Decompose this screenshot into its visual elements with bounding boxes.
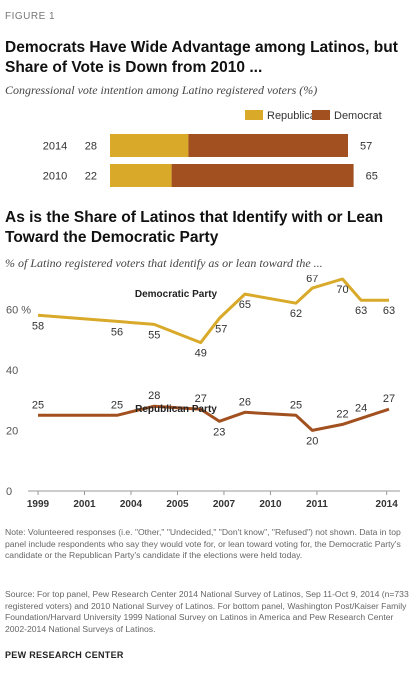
bar-segment-republican (110, 134, 189, 157)
data-label: 62 (290, 308, 302, 320)
figure-label: FIGURE 1 (5, 11, 56, 22)
x-tick-label: 1999 (27, 499, 50, 510)
x-tick-label: 2014 (376, 499, 399, 510)
data-label: 49 (195, 348, 207, 360)
data-label: 28 (148, 390, 160, 402)
data-label: 20 (306, 435, 318, 447)
y-tick-label: 40 (6, 365, 18, 377)
bar-segment-democrat (188, 134, 348, 157)
bar-chart-subtitle: Congressional vote intention among Latin… (5, 83, 318, 97)
x-tick-label: 2010 (259, 499, 282, 510)
bar-category-label: 2010 (43, 171, 67, 183)
data-label: 25 (32, 399, 44, 411)
data-label: 63 (355, 305, 367, 317)
y-tick-label: 20 (6, 425, 18, 437)
y-tick-label: 0 (6, 486, 12, 498)
data-label: 63 (383, 305, 395, 317)
data-label: 67 (306, 275, 318, 285)
data-label: 25 (290, 399, 302, 411)
legend-swatch-democrat (312, 110, 330, 120)
data-label: 26 (239, 396, 251, 408)
x-tick-label: 2004 (120, 499, 143, 510)
bar-segment-democrat (171, 164, 354, 187)
data-label: 23 (213, 426, 225, 438)
data-label: 65 (239, 299, 251, 311)
bar-category-label: 2014 (43, 141, 67, 153)
data-label: 27 (195, 393, 207, 405)
bar-segment-republican (110, 164, 172, 187)
x-tick-label: 2001 (73, 499, 96, 510)
series-label-republican: Republican Party (135, 404, 217, 415)
series-label-democratic: Democratic Party (135, 289, 218, 300)
y-tick-label: 60 % (6, 304, 31, 316)
line-series-republican (38, 404, 390, 432)
x-tick-label: 2007 (213, 499, 236, 510)
data-label: 22 (336, 408, 348, 420)
legend-label-republican: Republican (267, 110, 322, 122)
chart-note: Note: Volunteered responses (i.e. "Other… (5, 527, 401, 560)
data-label: 55 (148, 329, 160, 341)
bar-value-democrat: 65 (366, 171, 378, 183)
line-chart-title: As is the Share of Latinos that Identify… (5, 209, 384, 246)
x-tick-label: 2005 (166, 499, 189, 510)
bar-chart-title: Democrats Have Wide Advantage among Lati… (5, 39, 398, 76)
data-label: 27 (383, 393, 395, 405)
data-label: 56 (111, 326, 123, 338)
line-chart-subtitle: % of Latino registered voters that ident… (5, 256, 323, 270)
line-chart: 0 20 40 60 % 1999 2001 2004 2005 2007 2010 2011 201… (6, 275, 400, 510)
legend-swatch-republican (245, 110, 263, 120)
legend-label-democrat: Democrat (334, 110, 382, 122)
bar-chart: Republican Democrat 2014 28 57 2010 22 65 (43, 110, 382, 187)
data-label: 57 (215, 323, 227, 335)
chart-source: Source: For top panel, Pew Research Cent… (5, 589, 409, 634)
data-label: 70 (336, 284, 348, 296)
bar-value-republican: 28 (85, 141, 97, 153)
data-label: 24 (355, 402, 367, 414)
line-series-democratic (37, 277, 389, 345)
data-label: 58 (32, 320, 44, 332)
bar-value-democrat: 57 (360, 141, 372, 153)
data-label: 25 (111, 399, 123, 411)
source-organization: PEW RESEARCH CENTER (5, 650, 124, 660)
bar-value-republican: 22 (85, 171, 97, 183)
x-tick-label: 2011 (306, 499, 328, 510)
